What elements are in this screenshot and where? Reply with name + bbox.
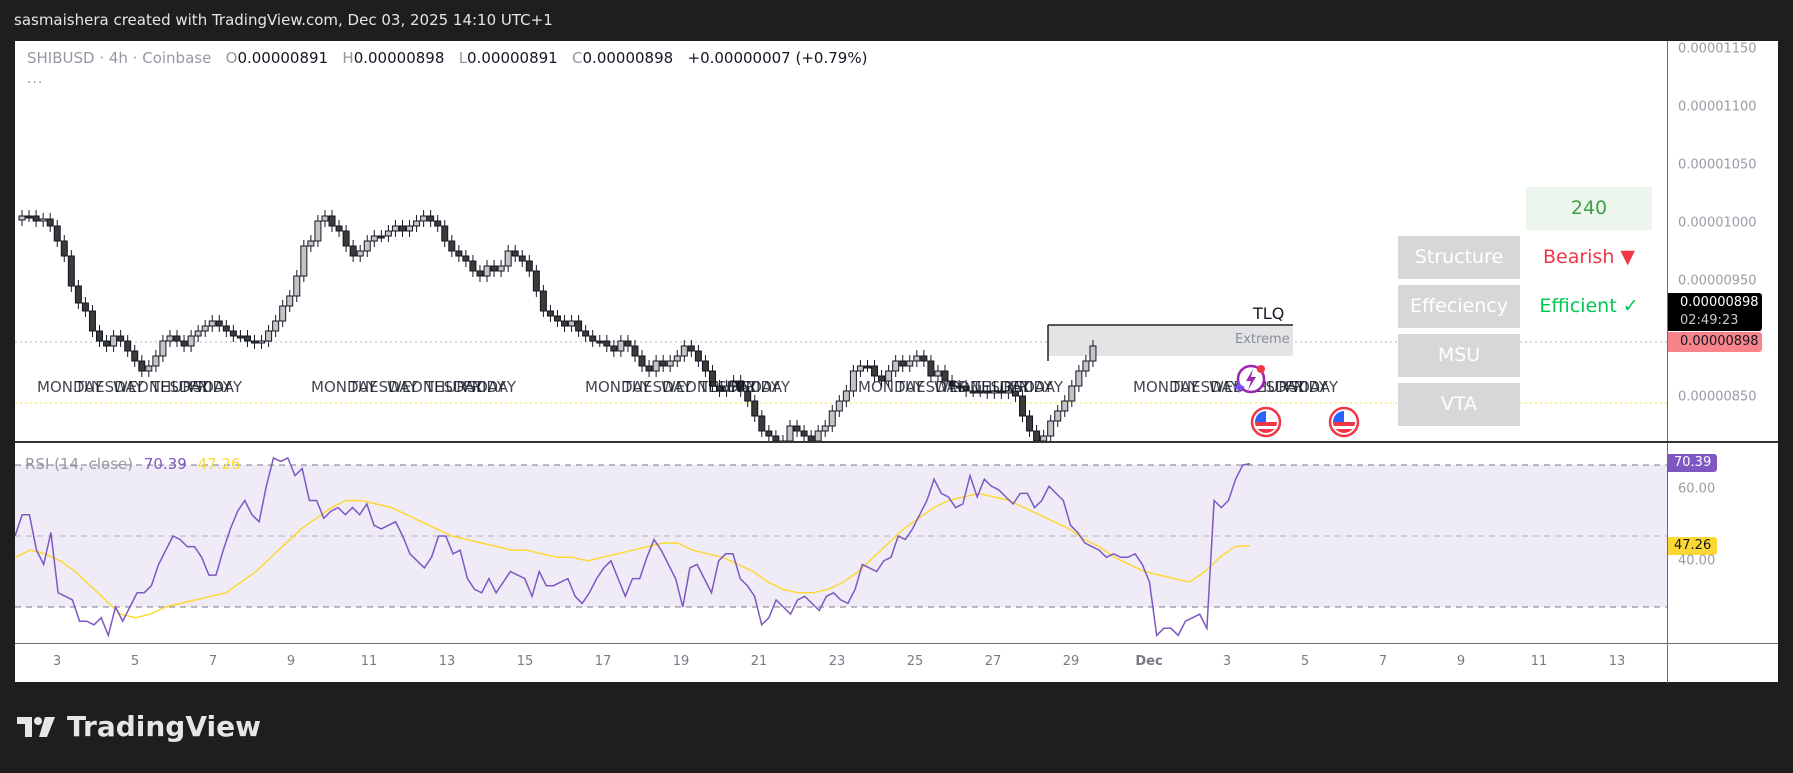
time-tick: 19	[672, 654, 690, 669]
day-label: TUESDAY	[75, 378, 144, 396]
time-tick: 17	[594, 654, 612, 669]
symbol-info: SHIBUSD · 4h · Coinbase	[27, 49, 212, 67]
rsi-chart	[15, 456, 1667, 638]
prev-close-badge: 0.00000898	[1668, 332, 1762, 352]
rsi-ma-badge: 47.26	[1668, 537, 1718, 555]
pane-separator[interactable]	[15, 441, 1778, 443]
time-tick: 3	[1222, 654, 1232, 669]
tradingview-logo: TradingView	[17, 710, 261, 743]
day-label: FRIDAY	[463, 378, 517, 396]
price-tick: 0.00000950	[1678, 273, 1757, 289]
efficiency-value: Efficient ✓	[1539, 295, 1639, 317]
time-tick: 3	[52, 654, 62, 669]
time-tick: 15	[516, 654, 534, 669]
time-tick: 5	[130, 654, 140, 669]
price-tick: 0.00000850	[1678, 389, 1757, 405]
day-label: MONDAY	[858, 378, 924, 396]
timeframe-cell: 240	[1526, 187, 1652, 230]
day-label: THURSDAY	[1247, 378, 1328, 396]
rsi-value-badge: 70.39	[1668, 454, 1718, 472]
rsi-legend: RSI (14, close) 70.39 47.26	[25, 455, 241, 473]
structure-label: Structure	[1398, 236, 1520, 279]
time-tick: 11	[360, 654, 378, 669]
tradingview-logo-icon	[17, 716, 55, 737]
time-tick: Dec	[1135, 654, 1163, 669]
us-flag-event-icon[interactable]	[1328, 406, 1360, 438]
high-value: 0.00000898	[353, 49, 445, 67]
day-label: MONDAY	[1133, 378, 1199, 396]
rsi-pane[interactable]: RSI (14, close) 70.39 47.26	[15, 443, 1667, 643]
rsi-ma-value: 47.26	[197, 455, 241, 473]
day-label: TUESDAY	[349, 378, 418, 396]
time-tick: 27	[984, 654, 1002, 669]
day-label: THURSDAY	[151, 378, 232, 396]
day-label: MONDAY	[585, 378, 651, 396]
day-label: THURSDAY	[699, 378, 780, 396]
price-tick: 0.00001050	[1678, 157, 1757, 173]
day-label: WEDNESDAY	[934, 378, 1030, 396]
extreme-zone-label: Extreme	[1235, 332, 1290, 347]
time-axis[interactable]: 3 5 7 9 11 13 15 17 19 21 23 25 27 29 Dec 3 5 7 9 11 13	[15, 643, 1778, 683]
efficiency-label: Effeciency	[1398, 285, 1520, 328]
symbol-legend: SHIBUSD · 4h · Coinbase O0.00000891 H0.0…	[27, 49, 868, 87]
day-label: TUESDAY	[896, 378, 965, 396]
day-label: MONDAY	[37, 378, 103, 396]
price-pane[interactable]: SHIBUSD · 4h · Coinbase O0.00000891 H0.0…	[15, 41, 1667, 441]
time-tick: 5	[1300, 654, 1310, 669]
rsi-value: 70.39	[143, 455, 187, 473]
attribution-caption: sasmaishera created with TradingView.com…	[14, 11, 553, 29]
structure-value: Bearish ▼	[1542, 246, 1636, 268]
rsi-title: RSI (14, close)	[25, 455, 134, 473]
time-tick: 7	[1378, 654, 1388, 669]
more-indicators-toggle[interactable]: ...	[27, 71, 44, 87]
time-tick: 13	[1608, 654, 1626, 669]
day-label: FRIDAY	[189, 378, 243, 396]
msu-label: MSU	[1398, 334, 1520, 377]
price-tick: 0.00001100	[1678, 99, 1757, 115]
price-tick: 0.00001000	[1678, 215, 1757, 231]
change-value: +0.00000007 (+0.79%)	[687, 49, 868, 67]
time-tick: 29	[1062, 654, 1080, 669]
time-tick: 21	[750, 654, 768, 669]
day-label: THURSDAY	[425, 378, 506, 396]
day-label: TUESDAY	[623, 378, 692, 396]
day-label: THURSDAY	[972, 378, 1053, 396]
price-axis[interactable]: 0.00001150 0.00001100 0.00001050 0.00001…	[1667, 41, 1779, 441]
candlestick-chart	[15, 210, 1667, 441]
day-label: WEDNESDAY	[387, 378, 483, 396]
us-flag-event-icon[interactable]	[1250, 406, 1282, 438]
time-tick: 23	[828, 654, 846, 669]
day-label: FRIDAY	[737, 378, 791, 396]
time-tick: 25	[906, 654, 924, 669]
time-tick: 13	[438, 654, 456, 669]
day-label: TUESDAY	[1171, 378, 1240, 396]
day-label: WEDNESDAY	[661, 378, 757, 396]
close-value: 0.00000898	[582, 49, 674, 67]
day-label: MONDAY	[311, 378, 377, 396]
time-tick: 9	[1456, 654, 1466, 669]
day-label: WEDNESDAY	[113, 378, 209, 396]
day-label: FRIDAY	[1285, 378, 1339, 396]
low-value: 0.00000891	[467, 49, 558, 67]
day-label: FRIDAY	[1010, 378, 1064, 396]
rsi-axis[interactable]: 70.39 60.00 47.26 40.00	[1667, 443, 1779, 643]
current-price-badge: 0.00000898 02:49:23	[1668, 293, 1762, 331]
time-tick: 9	[286, 654, 296, 669]
rsi-tick: 60.00	[1678, 481, 1716, 497]
vta-label: VTA	[1398, 383, 1520, 426]
bar-countdown: 02:49:23	[1680, 313, 1739, 328]
time-tick: 7	[208, 654, 218, 669]
time-tick: 11	[1530, 654, 1548, 669]
open-value: 0.00000891	[237, 49, 329, 67]
chart-frame: SHIBUSD · 4h · Coinbase O0.00000891 H0.0…	[15, 41, 1779, 683]
lightning-event-icon[interactable]	[1233, 363, 1267, 397]
tlq-label: TLQ	[1253, 304, 1285, 323]
price-tick: 0.00001150	[1678, 41, 1757, 57]
rsi-tick: 40.00	[1678, 553, 1716, 569]
